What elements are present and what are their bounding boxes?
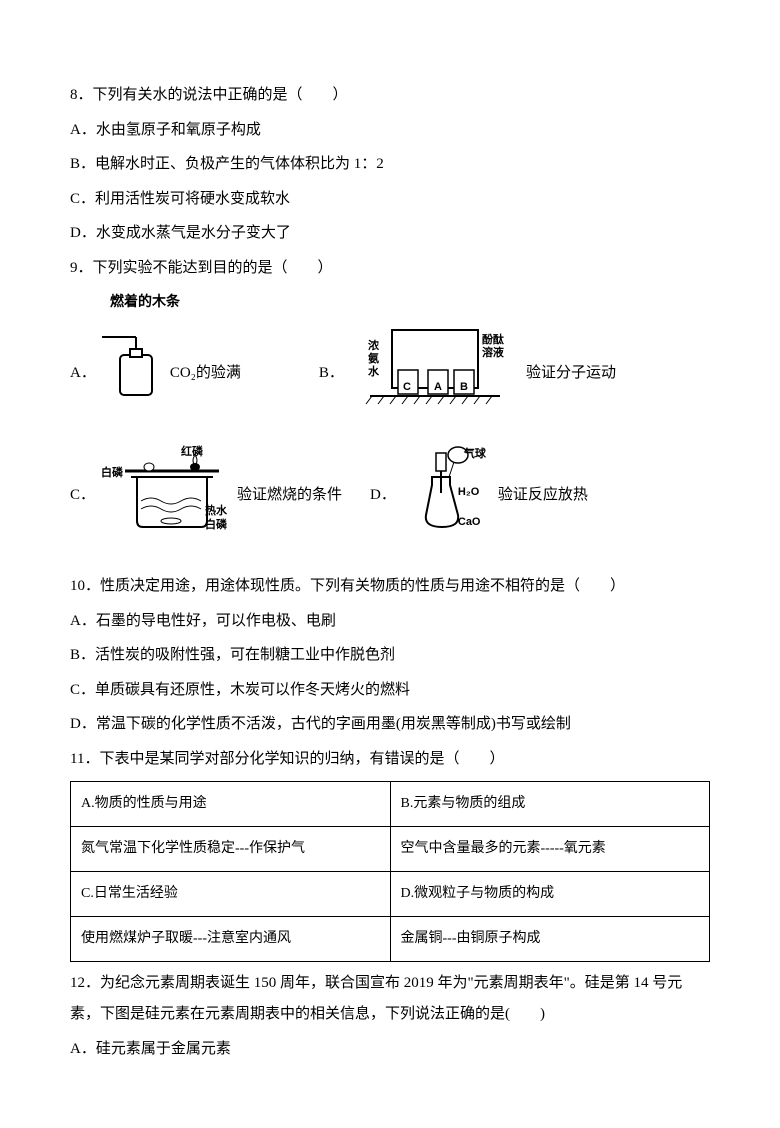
q11-table: A.物质的性质与用途 B.元素与物质的组成 氮气常温下化学性质稳定---作保护气…: [70, 781, 710, 961]
q10-option-a: A．石墨的导电性好，可以作电极、电刷: [70, 606, 710, 638]
q9-choice-c: C． 白磷 红磷 热水 白磷 验证燃烧的条件: [70, 445, 342, 548]
table-row: 氮气常温下化学性质稳定---作保护气 空气中含量最多的元素-----氧元素: [71, 827, 710, 872]
q9-row2: C． 白磷 红磷 热水 白磷 验证燃烧的条件: [70, 445, 710, 562]
q9-stem: 9．下列实验不能达到目的的是（ ）: [70, 253, 710, 285]
q9-diagram-a: [102, 331, 164, 416]
q9-choice-b-label: B．: [319, 358, 344, 390]
q9-choice-a-label: A．: [70, 358, 96, 390]
q9-top-label: 燃着的木条: [110, 287, 710, 316]
q9-diagram-d: 气球 H₂O CaO: [402, 445, 492, 548]
q9-b-right-label: 酚酞溶液: [482, 334, 504, 359]
q10-option-d: D．常温下碳的化学性质不活泼，古代的字画用墨(用炭黑等制成)书写或绘制: [70, 709, 710, 741]
q8-option-c: C．利用活性炭可将硬水变成软水: [70, 184, 710, 216]
q9-c-bai2: 白磷: [205, 514, 227, 537]
table-row: C.日常生活经验 D.微观粒子与物质的构成: [71, 871, 710, 916]
q9-diagram-b: 浓氨水 酚酞溶液 C A B: [350, 326, 520, 421]
q9-choice-b: B． 浓氨水: [319, 326, 616, 421]
q9-d-caption: 验证反应放热: [498, 480, 588, 512]
q10-option-b: B．活性炭的吸附性强，可在制糖工业中作脱色剂: [70, 640, 710, 672]
q9-c-bai: 白磷: [101, 462, 123, 485]
q9-choice-d-label: D．: [370, 480, 396, 512]
q9-b-left-label: 浓氨水: [368, 340, 379, 378]
q9-d-h2o: H₂O: [458, 481, 479, 504]
q9-d-cao: CaO: [458, 511, 481, 534]
q11-r2c1: 氮气常温下化学性质稳定---作保护气: [71, 827, 391, 872]
q9-a-caption: CO₂的验满: [170, 358, 241, 390]
q11-r3c2: D.微观粒子与物质的构成: [390, 871, 710, 916]
q9-b-b-label: B: [460, 376, 468, 399]
table-row: A.物质的性质与用途 B.元素与物质的组成: [71, 782, 710, 827]
q11-r4c1: 使用燃煤炉子取暖---注意室内通风: [71, 916, 391, 961]
q10-stem: 10．性质决定用途，用途体现性质。下列有关物质的性质与用途不相符的是（ ）: [70, 571, 710, 603]
q9-c-hong: 红磷: [181, 441, 203, 464]
q8-option-a: A．水由氢原子和氧原子构成: [70, 115, 710, 147]
q9-d-qi: 气球: [464, 443, 486, 466]
q11-stem: 11．下表中是某同学对部分化学知识的归纳，有错误的是（ ）: [70, 744, 710, 776]
q9-b-a-label: A: [434, 376, 442, 399]
q12-stem: 12．为纪念元素周期表诞生 150 周年，联合国宣布 2019 年为"元素周期表…: [70, 968, 710, 1031]
q8-stem: 8．下列有关水的说法中正确的是（ ）: [70, 80, 710, 112]
q9-b-c-label: C: [403, 376, 411, 399]
q9-choice-c-label: C．: [70, 480, 95, 512]
table-row: 使用燃煤炉子取暖---注意室内通风 金属铜---由铜原子构成: [71, 916, 710, 961]
q11-r1c1: A.物质的性质与用途: [71, 782, 391, 827]
q10-option-c: C．单质碳具有还原性，木炭可以作冬天烤火的燃料: [70, 675, 710, 707]
q8-option-b: B．电解水时正、负极产生的气体体积比为 1：2: [70, 149, 710, 181]
q11-r1c2: B.元素与物质的组成: [390, 782, 710, 827]
q9-diagram-c: 白磷 红磷 热水 白磷: [101, 445, 231, 548]
q8-option-d: D．水变成水蒸气是水分子变大了: [70, 218, 710, 250]
q12-option-a: A．硅元素属于金属元素: [70, 1034, 710, 1066]
q9-c-caption: 验证燃烧的条件: [237, 480, 342, 512]
q11-r2c2: 空气中含量最多的元素-----氧元素: [390, 827, 710, 872]
q9-choice-d: D． 气球 H₂O CaO 验证反应放热: [370, 445, 588, 548]
q11-r3c1: C.日常生活经验: [71, 871, 391, 916]
q9-choice-a: A． CO₂的验满: [70, 331, 241, 416]
q11-r4c2: 金属铜---由铜原子构成: [390, 916, 710, 961]
q9-row1: A． CO₂的验满 B．: [70, 326, 710, 435]
q9-b-caption: 验证分子运动: [526, 358, 616, 390]
